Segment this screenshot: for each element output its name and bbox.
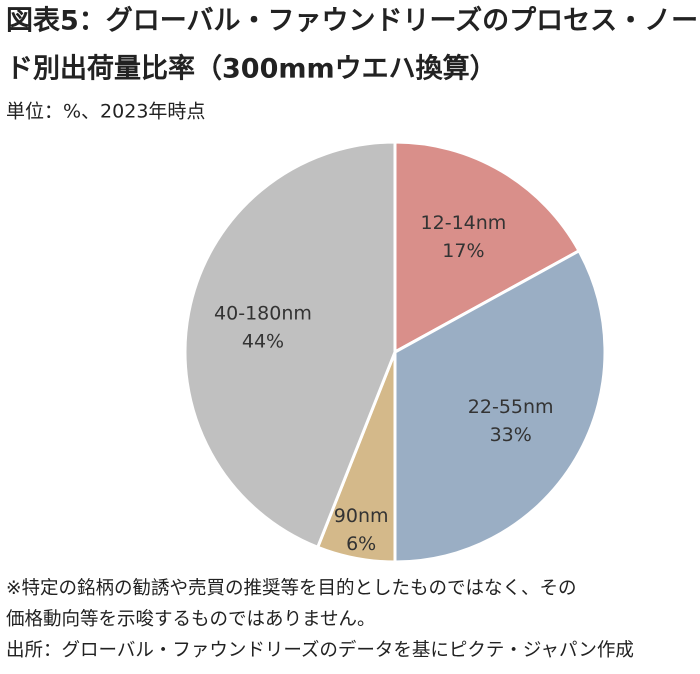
value-label: 17% — [442, 240, 484, 262]
note: ※特定の銘柄の勧誘や売買の推奨等を目的としたものではなく、その — [6, 578, 577, 599]
slice-label: 22-55nm — [468, 396, 554, 418]
note: 出所：グローバル・ファウンドリーズのデータを基にピクテ・ジャパン作成 — [6, 640, 634, 661]
slice-label: 40-180nm — [214, 302, 312, 324]
chart-title: ド別出荷量比率（300mmウエハ換算） — [6, 53, 497, 85]
subtitle: 単位：%、2023年時点 — [6, 101, 205, 123]
pie: 12-14nm 17% 22-55nm 33% 90nm 6% 40-180nm 44% — [183, 140, 607, 564]
value-label: 6% — [346, 533, 376, 555]
value-label: 33% — [490, 424, 532, 446]
pie-slice — [183, 140, 397, 550]
note: 価格動向等を示唆するものではありません。 — [6, 609, 375, 630]
pie-slice — [393, 140, 582, 355]
pie-slice — [393, 248, 607, 564]
slice-label: 90nm — [334, 505, 389, 527]
chart-title: 図表5：グローバル・ファウンドリーズのプロセス・ノー — [6, 5, 698, 37]
slice-label: 12-14nm — [421, 212, 507, 234]
value-label: 44% — [242, 330, 284, 352]
